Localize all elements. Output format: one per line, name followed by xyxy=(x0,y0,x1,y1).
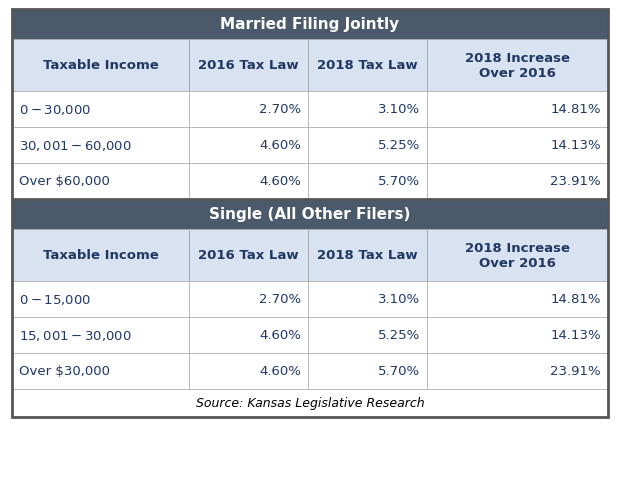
Bar xyxy=(427,229,608,282)
Text: Single (All Other Filers): Single (All Other Filers) xyxy=(210,207,410,222)
Bar xyxy=(189,229,308,282)
Bar xyxy=(12,92,189,128)
Text: 4.60%: 4.60% xyxy=(259,175,301,188)
Text: 2018 Tax Law: 2018 Tax Law xyxy=(317,60,418,72)
Text: 5.70%: 5.70% xyxy=(378,175,420,188)
Text: 14.13%: 14.13% xyxy=(551,139,601,152)
Text: Married Filing Jointly: Married Filing Jointly xyxy=(221,18,399,32)
Bar xyxy=(308,282,427,317)
Bar xyxy=(189,128,308,163)
Bar xyxy=(308,229,427,282)
Text: 3.10%: 3.10% xyxy=(378,293,420,306)
Text: 2018 Increase
Over 2016: 2018 Increase Over 2016 xyxy=(465,242,570,269)
Bar xyxy=(189,40,308,92)
Bar xyxy=(12,200,608,229)
Text: 14.13%: 14.13% xyxy=(551,329,601,342)
Text: $0 - $15,000: $0 - $15,000 xyxy=(19,292,91,306)
Text: 2.70%: 2.70% xyxy=(259,103,301,116)
Bar xyxy=(12,282,189,317)
Text: 2016 Tax Law: 2016 Tax Law xyxy=(198,60,299,72)
Bar xyxy=(12,10,608,40)
Text: 5.25%: 5.25% xyxy=(378,329,420,342)
Text: Over $60,000: Over $60,000 xyxy=(19,175,110,188)
Bar xyxy=(12,229,189,282)
Text: $30,001 - $60,000: $30,001 - $60,000 xyxy=(19,139,131,153)
Text: Taxable Income: Taxable Income xyxy=(43,60,158,72)
Text: 14.81%: 14.81% xyxy=(551,103,601,116)
Text: $15,001 - $30,000: $15,001 - $30,000 xyxy=(19,328,131,342)
Bar xyxy=(308,317,427,353)
Bar xyxy=(189,92,308,128)
Bar xyxy=(427,163,608,200)
Bar xyxy=(308,92,427,128)
Text: 2018 Increase
Over 2016: 2018 Increase Over 2016 xyxy=(465,52,570,80)
Bar xyxy=(12,40,189,92)
Text: 4.60%: 4.60% xyxy=(259,329,301,342)
Bar xyxy=(12,317,189,353)
Bar xyxy=(308,353,427,389)
Text: 23.91%: 23.91% xyxy=(551,365,601,378)
Bar xyxy=(427,40,608,92)
Text: 2016 Tax Law: 2016 Tax Law xyxy=(198,249,299,262)
Bar xyxy=(308,128,427,163)
Text: 23.91%: 23.91% xyxy=(551,175,601,188)
Bar xyxy=(12,10,608,417)
Text: 4.60%: 4.60% xyxy=(259,365,301,378)
Bar xyxy=(12,389,608,417)
Bar xyxy=(12,353,189,389)
Text: 2.70%: 2.70% xyxy=(259,293,301,306)
Bar xyxy=(427,282,608,317)
Bar xyxy=(189,282,308,317)
Bar xyxy=(427,128,608,163)
Text: 14.81%: 14.81% xyxy=(551,293,601,306)
Text: Taxable Income: Taxable Income xyxy=(43,249,158,262)
Text: 3.10%: 3.10% xyxy=(378,103,420,116)
Text: $0 - $30,000: $0 - $30,000 xyxy=(19,103,91,117)
Bar xyxy=(189,353,308,389)
Text: Over $30,000: Over $30,000 xyxy=(19,365,110,378)
Bar xyxy=(427,317,608,353)
Bar xyxy=(189,163,308,200)
Text: 2018 Tax Law: 2018 Tax Law xyxy=(317,249,418,262)
Bar xyxy=(12,163,189,200)
Bar xyxy=(427,92,608,128)
Bar xyxy=(427,353,608,389)
Text: 5.25%: 5.25% xyxy=(378,139,420,152)
Text: Source: Kansas Legislative Research: Source: Kansas Legislative Research xyxy=(196,397,424,409)
Bar xyxy=(308,163,427,200)
Bar xyxy=(12,128,189,163)
Text: 5.70%: 5.70% xyxy=(378,365,420,378)
Bar xyxy=(308,40,427,92)
Bar xyxy=(189,317,308,353)
Text: 4.60%: 4.60% xyxy=(259,139,301,152)
